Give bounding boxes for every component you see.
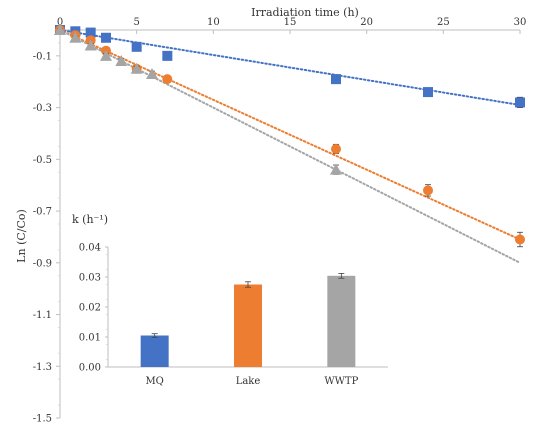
inset-y-tick-label: 0.02: [79, 303, 101, 314]
trendline: [59, 29, 521, 241]
trendline: [59, 29, 521, 264]
data-point-square: [162, 50, 173, 61]
inset-y-tick-label: 0.00: [79, 363, 101, 374]
main-plot-markers: [54, 24, 525, 248]
y-tick-label: -0.9: [33, 258, 52, 269]
data-point-triangle: [69, 31, 82, 43]
main-x-axis-title: Irradiation time (h): [251, 6, 359, 19]
x-tick-label: 10: [207, 17, 220, 28]
y-tick-label: -1.3: [33, 362, 52, 373]
inset-y-tick-label: 0.04: [79, 243, 101, 254]
inset-bars: MQ Lake WWTP: [140, 272, 359, 387]
main-plot-trendlines: [59, 29, 521, 264]
data-point-circle: [331, 143, 341, 154]
inset-bar-wwtp: [327, 275, 356, 367]
y-tick-label: -0.7: [33, 207, 52, 218]
data-point-triangle: [84, 39, 97, 51]
data-point-square: [515, 97, 525, 108]
data-point-triangle: [100, 49, 112, 61]
data-point-square: [331, 74, 341, 85]
x-tick-label: 25: [437, 17, 450, 28]
y-tick-label: -0.1: [33, 51, 52, 62]
inset-y-tick-label: 0.03: [79, 273, 101, 284]
data-point-circle: [515, 234, 525, 245]
main-y-axis-title: Ln (C/Co): [15, 209, 28, 263]
inset-y-axis-title: k (h⁻¹): [72, 213, 108, 226]
inset-category-label: WWTP: [324, 376, 358, 387]
data-point-circle: [423, 185, 433, 196]
inset-y-tick-label: 0.01: [79, 333, 101, 344]
x-tick-label: 30: [514, 17, 527, 28]
x-tick-label: 15: [284, 17, 297, 28]
data-point-square: [131, 41, 142, 52]
inset-bar-chart: k (h⁻¹) 0.00 0.01 0.02 0.03 0.04 MQ Lake WWTP: [72, 213, 388, 387]
data-point-triangle: [115, 55, 128, 67]
data-point-circle: [162, 74, 173, 85]
data-point-triangle: [54, 24, 66, 35]
y-tick-label: -0.3: [33, 103, 52, 114]
inset-category-label: MQ: [145, 376, 163, 387]
data-point-triangle: [146, 67, 158, 79]
inset-bar-lake: [234, 284, 262, 367]
data-point-triangle: [330, 163, 342, 175]
data-point-square: [423, 87, 433, 98]
x-tick-label: 5: [133, 17, 139, 28]
trendline: [59, 29, 521, 107]
data-point-square: [101, 32, 111, 43]
x-tick-label: 0: [57, 17, 63, 28]
y-tick-label: -1.5: [33, 414, 52, 425]
y-tick-label: -0.5: [33, 155, 52, 166]
inset-category-label: Lake: [236, 376, 261, 387]
inset-bar-mq: [140, 335, 169, 367]
y-tick-label: -1.1: [33, 310, 52, 321]
main-plot-axes: 0 5 10 15 20 25 30 -0.1 -0.3 -0.5 -0.7 -0.9 -1.1 -1.3…: [33, 17, 527, 425]
data-point-square: [85, 27, 96, 38]
data-point-triangle: [130, 62, 143, 74]
x-tick-label: 20: [360, 17, 373, 28]
